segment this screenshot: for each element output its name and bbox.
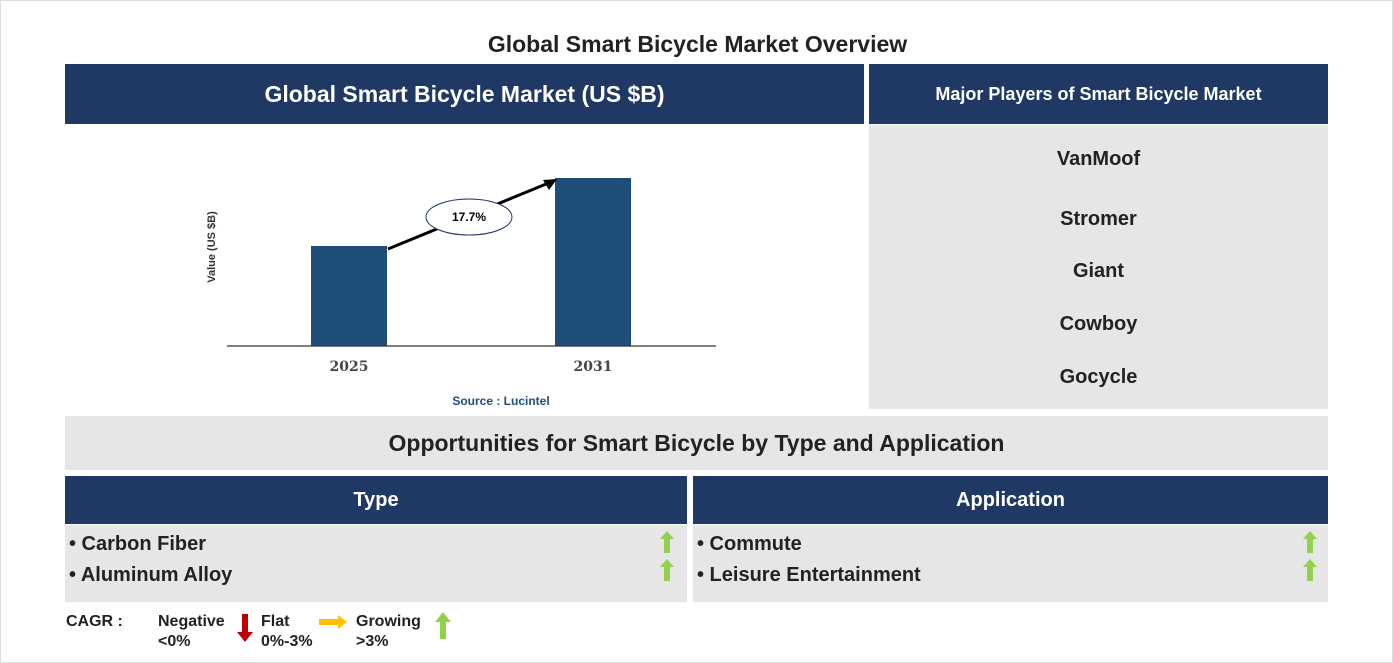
x-tick-label: 2025 [330, 359, 369, 375]
bar-2031 [555, 178, 631, 346]
x-tick-label: 2031 [574, 359, 613, 375]
players-panel: VanMoof Stromer Giant Cowboy Gocycle [869, 125, 1328, 409]
player-name: Stromer [1060, 208, 1137, 230]
market-header: Global Smart Bicycle Market (US $B) [65, 64, 864, 124]
list-item: • Aluminum Alloy [69, 564, 233, 586]
page-title: Global Smart Bicycle Market Overview [487, 31, 908, 57]
player-name: VanMoof [1056, 148, 1141, 170]
application-list: • Commute • Leisure Entertainment [693, 525, 1328, 602]
application-header: Application [693, 476, 1328, 524]
bar-2025 [311, 246, 387, 346]
down-arrow-icon [237, 614, 253, 642]
legend-flat: Flat 0%-3% [261, 612, 313, 652]
player-name: Gocycle [1059, 366, 1138, 388]
up-arrow-icon [1303, 559, 1317, 581]
opportunities-header: Opportunities for Smart Bicycle by Type … [65, 416, 1328, 470]
player-name: Giant [1072, 260, 1125, 282]
legend-negative-range: <0% [158, 633, 191, 650]
source-label: Source : Lucintel [452, 394, 549, 408]
legend-growing-label: Growing [356, 613, 421, 630]
up-arrow-icon [1303, 531, 1317, 553]
type-header: Type [65, 476, 687, 524]
legend-flat-range: 0%-3% [261, 633, 313, 650]
legend-cagr-label: CAGR : [66, 613, 123, 630]
list-item: • Carbon Fiber [69, 533, 207, 555]
up-arrow-icon [660, 531, 674, 553]
up-arrow-icon [660, 559, 674, 581]
players-header: Major Players of Smart Bicycle Market [869, 64, 1328, 124]
cagr-label: 17.7% [452, 210, 486, 224]
legend-growing-range: >3% [356, 633, 389, 650]
right-arrow-icon [319, 615, 347, 629]
up-arrow-icon [435, 612, 451, 639]
legend-negative: Negative <0% [158, 612, 225, 652]
y-axis-label: Value (US $B) [206, 211, 218, 283]
type-list: • Carbon Fiber • Aluminum Alloy [65, 525, 687, 602]
legend-flat-label: Flat [261, 613, 290, 630]
cagr-ellipse [425, 198, 513, 236]
list-item: • Leisure Entertainment [697, 564, 921, 586]
market-chart: Value (US $B) 2025 2031 17.7% Source : Lu… [206, 178, 716, 408]
list-item: • Commute [697, 533, 802, 555]
player-name: Cowboy [1059, 313, 1138, 335]
legend-negative-label: Negative [158, 613, 225, 630]
legend-growing: Growing >3% [356, 612, 421, 652]
arrow-head [543, 179, 557, 190]
